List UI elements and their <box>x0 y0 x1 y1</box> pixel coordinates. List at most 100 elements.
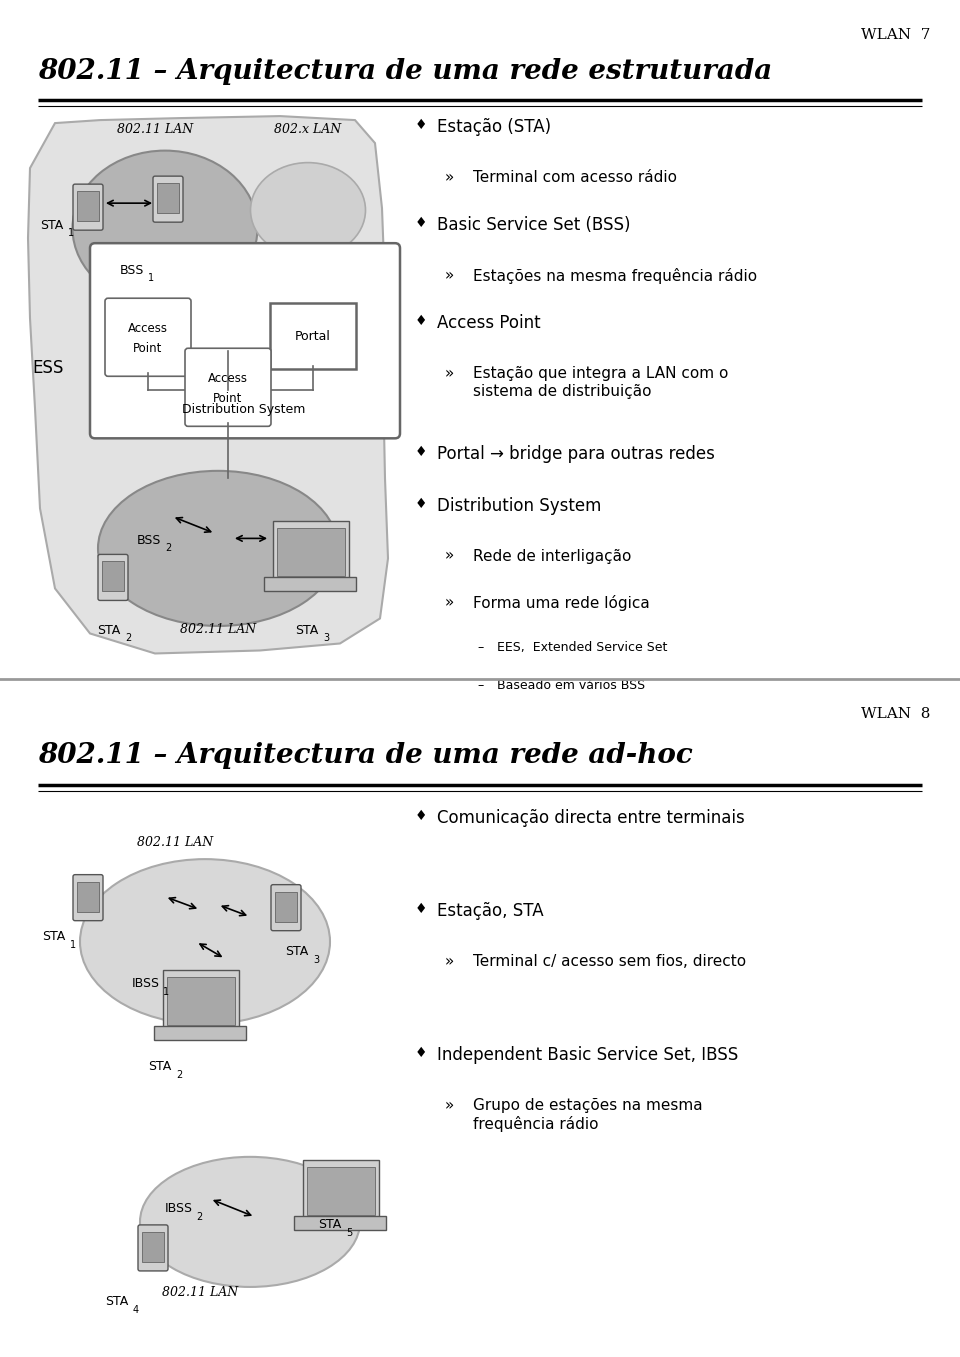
Text: 4: 4 <box>133 1305 139 1315</box>
FancyBboxPatch shape <box>154 1026 246 1039</box>
Text: WLAN  7: WLAN 7 <box>860 28 930 42</box>
Text: STA: STA <box>42 930 65 943</box>
Text: Access Point: Access Point <box>437 315 540 332</box>
Text: »: » <box>445 954 454 969</box>
Text: –: – <box>477 641 483 654</box>
FancyBboxPatch shape <box>73 875 103 920</box>
FancyBboxPatch shape <box>277 528 345 577</box>
Text: STA: STA <box>97 624 120 636</box>
Text: »: » <box>445 594 454 609</box>
Text: STA: STA <box>148 1060 171 1073</box>
FancyBboxPatch shape <box>273 521 349 581</box>
FancyBboxPatch shape <box>163 970 239 1029</box>
Text: Distribution System: Distribution System <box>437 497 601 514</box>
Text: 802.11 – Arquitectura de uma rede ad-hoc: 802.11 – Arquitectura de uma rede ad-hoc <box>38 741 693 768</box>
FancyBboxPatch shape <box>271 885 301 931</box>
Text: ♦: ♦ <box>415 1046 427 1060</box>
Text: WLAN  8: WLAN 8 <box>860 707 930 721</box>
Text: 802.11 – Arquitectura de uma rede estruturada: 802.11 – Arquitectura de uma rede estrut… <box>38 58 772 85</box>
Text: ♦: ♦ <box>415 902 427 916</box>
Text: Estação, STA: Estação, STA <box>437 902 543 920</box>
Text: Portal → bridge para outras redes: Portal → bridge para outras redes <box>437 445 715 463</box>
FancyBboxPatch shape <box>294 1216 386 1229</box>
FancyBboxPatch shape <box>264 578 356 592</box>
Text: 3: 3 <box>313 955 319 965</box>
Text: 802.x LAN: 802.x LAN <box>275 123 342 136</box>
Ellipse shape <box>80 859 330 1025</box>
FancyBboxPatch shape <box>270 303 356 369</box>
Text: Terminal com acesso rádio: Terminal com acesso rádio <box>473 170 677 185</box>
FancyBboxPatch shape <box>102 562 124 592</box>
Text: 3: 3 <box>323 634 329 643</box>
FancyBboxPatch shape <box>77 882 99 912</box>
Text: BSS: BSS <box>120 263 144 277</box>
Text: Point: Point <box>133 342 162 354</box>
Text: 2: 2 <box>165 543 171 554</box>
Text: 802.11 LAN: 802.11 LAN <box>137 836 213 848</box>
Text: Grupo de estações na mesma
frequência rádio: Grupo de estações na mesma frequência rá… <box>473 1098 703 1132</box>
FancyBboxPatch shape <box>90 243 400 438</box>
Text: Estação que integra a LAN com o
sistema de distribuição: Estação que integra a LAN com o sistema … <box>473 366 729 399</box>
Text: 1: 1 <box>148 273 155 284</box>
FancyBboxPatch shape <box>153 176 183 223</box>
FancyBboxPatch shape <box>77 191 99 221</box>
Text: Rede de interligação: Rede de interligação <box>473 548 632 563</box>
Text: Access: Access <box>208 372 248 385</box>
Text: STA: STA <box>318 1219 341 1231</box>
Text: »: » <box>445 269 454 284</box>
Text: IBSS: IBSS <box>165 1202 193 1216</box>
Text: Portal: Portal <box>295 330 331 343</box>
Text: Forma uma rede lógica: Forma uma rede lógica <box>473 594 650 611</box>
FancyBboxPatch shape <box>98 555 128 600</box>
Text: 802.11 LAN: 802.11 LAN <box>162 1286 238 1299</box>
Text: 2: 2 <box>125 634 132 643</box>
Text: ♦: ♦ <box>415 118 427 132</box>
Text: Access: Access <box>128 322 168 335</box>
Text: STA: STA <box>295 624 319 636</box>
FancyBboxPatch shape <box>105 299 191 376</box>
Ellipse shape <box>251 163 366 258</box>
FancyBboxPatch shape <box>157 183 179 213</box>
Text: Independent Basic Service Set, IBSS: Independent Basic Service Set, IBSS <box>437 1046 738 1064</box>
Text: 2: 2 <box>176 1069 182 1080</box>
Text: ♦: ♦ <box>415 445 427 459</box>
Text: 2: 2 <box>196 1212 203 1221</box>
Text: ♦: ♦ <box>415 809 427 822</box>
Ellipse shape <box>98 471 338 626</box>
Ellipse shape <box>140 1158 360 1286</box>
Text: STA: STA <box>40 218 63 232</box>
FancyBboxPatch shape <box>138 1225 168 1272</box>
Ellipse shape <box>73 151 257 305</box>
Text: BSS: BSS <box>137 533 161 547</box>
Text: »: » <box>445 170 454 185</box>
Text: Estação (STA): Estação (STA) <box>437 118 551 136</box>
FancyBboxPatch shape <box>303 1160 379 1219</box>
Text: EES,  Extended Service Set: EES, Extended Service Set <box>497 641 667 654</box>
FancyBboxPatch shape <box>142 1232 164 1262</box>
Text: STA: STA <box>285 946 308 958</box>
Text: »: » <box>445 1098 454 1113</box>
Polygon shape <box>28 117 388 654</box>
Text: 1: 1 <box>70 939 76 950</box>
Text: Point: Point <box>213 392 243 404</box>
Text: 802.11 LAN: 802.11 LAN <box>117 123 193 136</box>
Text: IBSS: IBSS <box>132 977 160 991</box>
Text: Estações na mesma frequência rádio: Estações na mesma frequência rádio <box>473 269 757 284</box>
Text: Baseado em vários BSS: Baseado em vários BSS <box>497 678 645 692</box>
Text: ♦: ♦ <box>415 216 427 231</box>
FancyBboxPatch shape <box>167 977 235 1025</box>
Text: Basic Service Set (BSS): Basic Service Set (BSS) <box>437 216 631 235</box>
Text: STA: STA <box>105 1296 129 1308</box>
Text: ♦: ♦ <box>415 497 427 510</box>
Text: Terminal c/ acesso sem fios, directo: Terminal c/ acesso sem fios, directo <box>473 954 746 969</box>
Text: »: » <box>445 548 454 563</box>
Text: ♦: ♦ <box>415 315 427 328</box>
FancyBboxPatch shape <box>185 349 271 426</box>
FancyBboxPatch shape <box>73 185 103 231</box>
Text: Distribution System: Distribution System <box>182 403 305 417</box>
FancyBboxPatch shape <box>307 1167 375 1215</box>
Text: 802.11 LAN: 802.11 LAN <box>180 623 256 636</box>
Text: ESS: ESS <box>32 360 63 377</box>
Text: –: – <box>477 678 483 692</box>
Text: 1: 1 <box>68 228 74 239</box>
